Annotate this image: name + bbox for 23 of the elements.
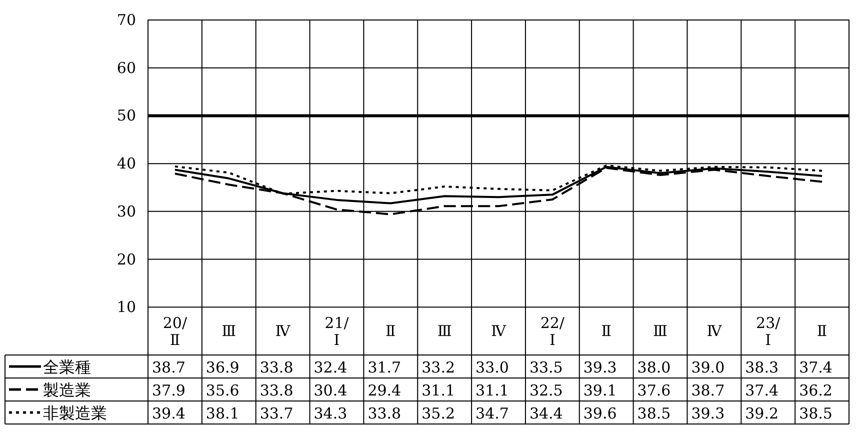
x-tick-label: Ⅲ [653, 322, 668, 340]
y-tick-label: 50 [116, 106, 136, 125]
x-tick-label: Ⅲ [437, 322, 452, 340]
x-tick-label: Ⅳ [491, 322, 507, 340]
y-tick-label: 30 [116, 202, 136, 220]
x-tick-label: Ⅳ [706, 322, 723, 340]
x-tick-label: Ⅱ [816, 322, 828, 340]
y-tick-label: 70 [116, 11, 136, 29]
x-tick-label: Ⅲ [222, 322, 236, 340]
x-tick-label: 23/ Ⅰ [756, 314, 782, 350]
x-tick-label: 20/ Ⅱ [162, 314, 188, 350]
y-tick-label: 60 [116, 58, 136, 77]
x-tick-label: 22/ Ⅰ [540, 314, 566, 350]
y-tick-label: 40 [116, 154, 136, 173]
x-tick-label: Ⅳ [275, 322, 292, 340]
legend-label: 製造業 [43, 380, 91, 400]
x-tick-label: Ⅱ [386, 322, 396, 340]
x-tick-label: Ⅱ [601, 322, 612, 340]
y-tick-label: 20 [116, 250, 136, 268]
legend-label: 全業種 [43, 358, 91, 376]
legend-label: 非製造業 [43, 404, 107, 422]
x-tick-label: 21/ Ⅰ [324, 314, 350, 350]
y-tick-label: 10 [116, 298, 136, 316]
